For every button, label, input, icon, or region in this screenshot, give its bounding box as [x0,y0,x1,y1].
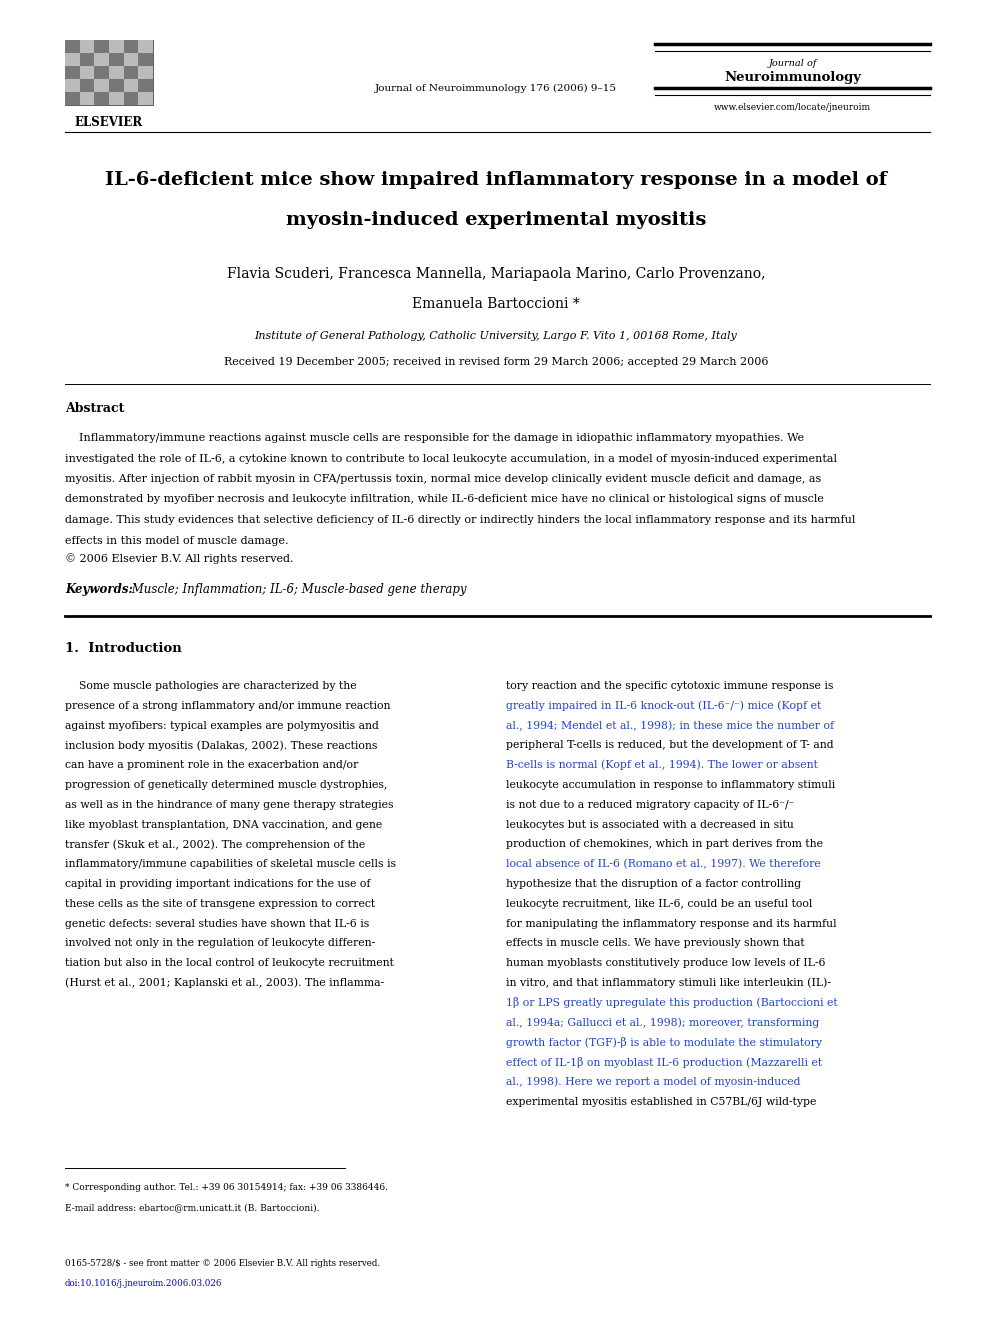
Bar [124,53,138,66]
Text: myositis. After injection of rabbit myosin in CFA/pertussis toxin, normal mice d: myositis. After injection of rabbit myos… [65,474,821,484]
Text: Abstract: Abstract [65,401,124,414]
Bar [138,79,153,93]
Bar [65,79,79,93]
Bar [124,40,138,53]
Bar [138,66,153,79]
Bar [109,79,124,93]
Bar [109,93,124,105]
Bar [79,93,94,105]
Text: Neuroimmunology: Neuroimmunology [724,70,861,83]
Text: al., 1994; Mendel et al., 1998); in these mice the number of: al., 1994; Mendel et al., 1998); in thes… [506,721,834,730]
Text: human myoblasts constitutively produce low levels of IL-6: human myoblasts constitutively produce l… [506,958,825,968]
Text: like myoblast transplantation, DNA vaccination, and gene: like myoblast transplantation, DNA vacci… [65,820,382,830]
Bar [65,66,79,79]
Bar [109,40,124,53]
Text: * Corresponding author. Tel.: +39 06 30154914; fax: +39 06 3386446.: * Corresponding author. Tel.: +39 06 301… [65,1184,388,1192]
Bar [94,40,109,53]
Bar [124,66,138,79]
Text: experimental myositis established in C57BL/6J wild-type: experimental myositis established in C57… [506,1097,816,1107]
Bar [138,53,153,66]
Text: demonstrated by myofiber necrosis and leukocyte infiltration, while IL-6-deficie: demonstrated by myofiber necrosis and le… [65,495,824,504]
Text: effects in this model of muscle damage.: effects in this model of muscle damage. [65,536,289,545]
Text: Some muscle pathologies are characterized by the: Some muscle pathologies are characterize… [65,681,357,691]
Text: Muscle; Inflammation; IL-6; Muscle-based gene therapy: Muscle; Inflammation; IL-6; Muscle-based… [128,582,466,595]
Bar [79,79,94,93]
Bar [109,53,124,66]
Text: hypothesize that the disruption of a factor controlling: hypothesize that the disruption of a fac… [506,878,802,889]
Text: for manipulating the inflammatory response and its harmful: for manipulating the inflammatory respon… [506,918,836,929]
Text: 0165-5728/$ - see front matter © 2006 Elsevier B.V. All rights reserved.: 0165-5728/$ - see front matter © 2006 El… [65,1258,380,1267]
Text: effect of IL-1β on myoblast IL-6 production (Mazzarelli et: effect of IL-1β on myoblast IL-6 product… [506,1057,822,1068]
Bar [79,66,94,79]
Text: B-cells is normal (Kopf et al., 1994). The lower or absent: B-cells is normal (Kopf et al., 1994). T… [506,759,817,770]
Text: myosin-induced experimental myositis: myosin-induced experimental myositis [286,210,706,229]
Text: Institute of General Pathology, Catholic University, Largo F. Vito 1, 00168 Rome: Institute of General Pathology, Catholic… [255,331,737,341]
Bar [79,40,94,53]
Text: leukocyte accumulation in response to inflammatory stimuli: leukocyte accumulation in response to in… [506,781,835,790]
Bar [94,79,109,93]
Bar [65,40,153,105]
Text: ELSEVIER: ELSEVIER [75,116,143,130]
Text: involved not only in the regulation of leukocyte differen-: involved not only in the regulation of l… [65,938,375,949]
Text: leukocyte recruitment, like IL-6, could be an useful tool: leukocyte recruitment, like IL-6, could … [506,898,812,909]
Text: leukocytes but is associated with a decreased in situ: leukocytes but is associated with a decr… [506,820,794,830]
Text: genetic defects: several studies have shown that IL-6 is: genetic defects: several studies have sh… [65,918,369,929]
Text: inflammatory/immune capabilities of skeletal muscle cells is: inflammatory/immune capabilities of skel… [65,859,396,869]
Text: progression of genetically determined muscle dystrophies,: progression of genetically determined mu… [65,781,387,790]
Text: peripheral T-cells is reduced, but the development of T- and: peripheral T-cells is reduced, but the d… [506,741,833,750]
Text: these cells as the site of transgene expression to correct: these cells as the site of transgene exp… [65,898,375,909]
Text: IL-6-deficient mice show impaired inflammatory response in a model of: IL-6-deficient mice show impaired inflam… [105,171,887,189]
Bar [94,66,109,79]
Text: doi:10.1016/j.jneuroim.2006.03.026: doi:10.1016/j.jneuroim.2006.03.026 [65,1278,222,1287]
Bar [138,93,153,105]
Text: Journal of: Journal of [768,58,816,67]
Text: Inflammatory/immune reactions against muscle cells are responsible for the damag: Inflammatory/immune reactions against mu… [65,433,805,443]
Text: presence of a strong inflammatory and/or immune reaction: presence of a strong inflammatory and/or… [65,701,391,710]
Text: greatly impaired in IL-6 knock-out (IL-6⁻/⁻) mice (Kopf et: greatly impaired in IL-6 knock-out (IL-6… [506,700,821,710]
Text: Journal of Neuroimmunology 176 (2006) 9–15: Journal of Neuroimmunology 176 (2006) 9–… [375,83,617,93]
Bar [65,53,79,66]
Text: capital in providing important indications for the use of: capital in providing important indicatio… [65,878,370,889]
Bar [124,93,138,105]
Text: © 2006 Elsevier B.V. All rights reserved.: © 2006 Elsevier B.V. All rights reserved… [65,553,294,565]
Bar [94,53,109,66]
Text: al., 1998). Here we report a model of myosin-induced: al., 1998). Here we report a model of my… [506,1077,801,1088]
Bar [94,93,109,105]
Text: transfer (Skuk et al., 2002). The comprehension of the: transfer (Skuk et al., 2002). The compre… [65,839,365,849]
Text: growth factor (TGF)-β is able to modulate the stimulatory: growth factor (TGF)-β is able to modulat… [506,1037,822,1048]
Text: Emanuela Bartoccioni *: Emanuela Bartoccioni * [412,296,580,311]
Text: www.elsevier.com/locate/jneuroim: www.elsevier.com/locate/jneuroim [714,102,871,111]
Bar [79,53,94,66]
Text: E-mail address: ebartoc@rm.unicatt.it (B. Bartoccioni).: E-mail address: ebartoc@rm.unicatt.it (B… [65,1204,319,1212]
Text: as well as in the hindrance of many gene therapy strategies: as well as in the hindrance of many gene… [65,800,394,810]
Text: effects in muscle cells. We have previously shown that: effects in muscle cells. We have previou… [506,938,805,949]
Text: Received 19 December 2005; received in revised form 29 March 2006; accepted 29 M: Received 19 December 2005; received in r… [224,357,768,366]
Text: 1β or LPS greatly upregulate this production (Bartoccioni et: 1β or LPS greatly upregulate this produc… [506,998,837,1008]
Text: Keywords:: Keywords: [65,582,133,595]
Text: can have a prominent role in the exacerbation and/or: can have a prominent role in the exacerb… [65,761,358,770]
Text: in vitro, and that inflammatory stimuli like interleukin (IL)-: in vitro, and that inflammatory stimuli … [506,978,831,988]
Text: local absence of IL-6 (Romano et al., 1997). We therefore: local absence of IL-6 (Romano et al., 19… [506,859,820,869]
Text: al., 1994a; Gallucci et al., 1998); moreover, transforming: al., 1994a; Gallucci et al., 1998); more… [506,1017,819,1028]
Text: against myofibers: typical examples are polymyositis and: against myofibers: typical examples are … [65,721,379,730]
Text: 1.  Introduction: 1. Introduction [65,642,182,655]
Text: Flavia Scuderi, Francesca Mannella, Mariapaola Marino, Carlo Provenzano,: Flavia Scuderi, Francesca Mannella, Mari… [227,267,765,280]
Bar [65,40,79,53]
Text: (Hurst et al., 2001; Kaplanski et al., 2003). The inflamma-: (Hurst et al., 2001; Kaplanski et al., 2… [65,978,384,988]
Text: is not due to a reduced migratory capacity of IL-6⁻/⁻: is not due to a reduced migratory capaci… [506,800,795,810]
Text: inclusion body myositis (Dalakas, 2002). These reactions: inclusion body myositis (Dalakas, 2002).… [65,740,377,750]
Bar [138,40,153,53]
Bar [124,79,138,93]
Text: investigated the role of IL-6, a cytokine known to contribute to local leukocyte: investigated the role of IL-6, a cytokin… [65,454,837,463]
Bar [109,66,124,79]
Bar [65,93,79,105]
Text: production of chemokines, which in part derives from the: production of chemokines, which in part … [506,839,823,849]
Text: tory reaction and the specific cytotoxic immune response is: tory reaction and the specific cytotoxic… [506,681,833,691]
Text: damage. This study evidences that selective deficiency of IL-6 directly or indir: damage. This study evidences that select… [65,515,855,525]
Text: tiation but also in the local control of leukocyte recruitment: tiation but also in the local control of… [65,958,394,968]
